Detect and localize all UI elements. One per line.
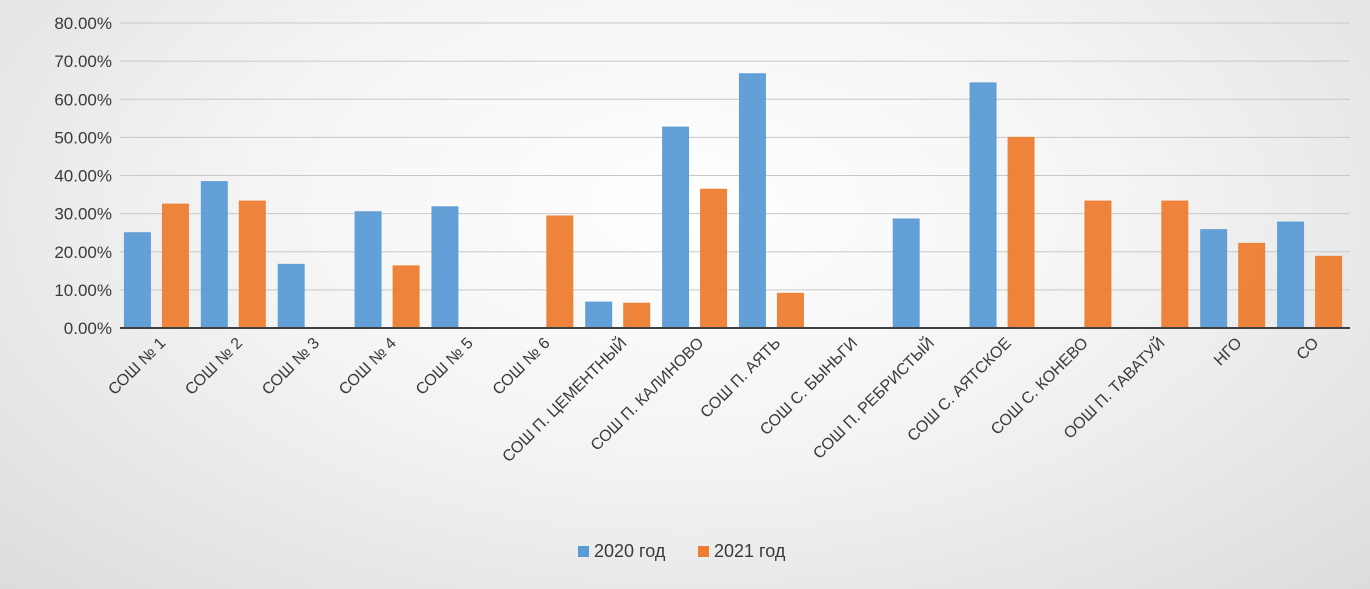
bar-2020 bbox=[738, 73, 766, 329]
bar-2021 bbox=[776, 292, 804, 329]
x-category-label: СОШ № 6 bbox=[490, 335, 554, 399]
bar-2021 bbox=[1161, 200, 1189, 329]
x-category-label: СОШ П. РЕБРИСТЫЙ bbox=[809, 333, 938, 462]
bar-2021 bbox=[392, 265, 420, 329]
bar-2021 bbox=[623, 302, 651, 329]
bar-2020 bbox=[354, 211, 382, 329]
x-category-label: СОШ № 2 bbox=[182, 335, 246, 399]
y-tick-label: 60.00% bbox=[54, 90, 112, 109]
y-tick-label: 80.00% bbox=[54, 14, 112, 33]
x-category-label: СОШ № 3 bbox=[259, 335, 323, 399]
y-tick-label: 20.00% bbox=[54, 243, 112, 262]
bar-2021 bbox=[238, 200, 266, 329]
y-tick-label: 70.00% bbox=[54, 52, 112, 71]
x-category-label: СО bbox=[1294, 335, 1323, 364]
bar-2020 bbox=[123, 232, 151, 329]
bar-2021 bbox=[1315, 255, 1343, 329]
legend-label: 2021 год bbox=[714, 541, 786, 561]
x-category-label: СОШ № 4 bbox=[336, 335, 400, 399]
bar-2021 bbox=[161, 203, 189, 329]
bar-2020 bbox=[200, 181, 228, 329]
bar-2021 bbox=[1007, 136, 1035, 329]
y-tick-label: 50.00% bbox=[54, 128, 112, 147]
y-tick-label: 0.00% bbox=[64, 319, 112, 338]
x-category-label: СОШ № 5 bbox=[413, 335, 477, 399]
legend-label: 2020 год bbox=[594, 541, 666, 561]
bar-2021 bbox=[1084, 200, 1112, 329]
x-category-label: НГО bbox=[1211, 335, 1245, 369]
x-category-label: СОШ П. ЦЕМЕНТНЫЙ bbox=[498, 333, 630, 465]
bar-2020 bbox=[277, 263, 305, 329]
bar-2021 bbox=[1238, 242, 1266, 329]
legend-swatch bbox=[578, 546, 589, 557]
y-tick-label: 10.00% bbox=[54, 281, 112, 300]
bar-2020 bbox=[431, 206, 459, 329]
x-category-label: СОШ № 1 bbox=[105, 335, 169, 399]
legend-swatch bbox=[698, 546, 709, 557]
bar-2021 bbox=[700, 188, 728, 329]
bar-2020 bbox=[892, 218, 920, 329]
bar-2020 bbox=[969, 82, 997, 329]
y-tick-label: 30.00% bbox=[54, 205, 112, 224]
bar-2020 bbox=[1200, 229, 1228, 329]
y-tick-label: 40.00% bbox=[54, 167, 112, 186]
bar-2020 bbox=[585, 301, 613, 329]
bar-2020 bbox=[662, 126, 690, 329]
bar-2020 bbox=[1277, 221, 1305, 329]
x-category-label: СОШ П. АЯТЬ bbox=[698, 335, 785, 422]
bar-2021 bbox=[546, 215, 574, 329]
